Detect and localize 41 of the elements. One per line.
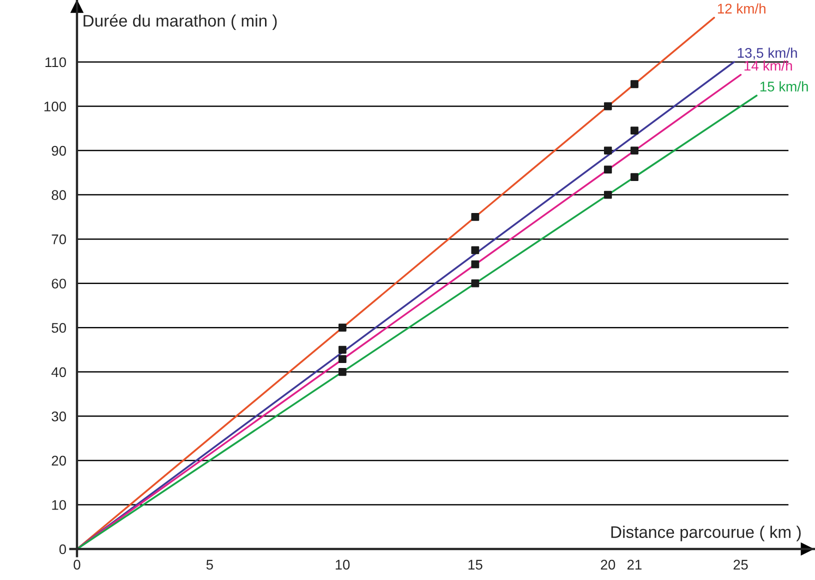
y-tick-label: 70 xyxy=(52,234,66,244)
series-label: 15 km/h xyxy=(760,81,808,92)
point xyxy=(471,260,480,268)
y-tick-label: 20 xyxy=(52,456,66,466)
x-tick-label: 25 xyxy=(734,560,748,570)
point xyxy=(471,279,480,288)
point xyxy=(604,166,612,174)
y-tick-label: 60 xyxy=(52,278,66,289)
series-label: 13,5 km/h xyxy=(738,48,797,60)
point xyxy=(471,212,480,221)
x-tick-label: 15 xyxy=(468,560,482,570)
series-label: 12 km/h xyxy=(718,3,766,14)
y-tick-label: 80 xyxy=(52,190,66,200)
point xyxy=(338,368,346,376)
x-tick-label: 20 xyxy=(600,560,616,570)
y-tick-label: 10 xyxy=(52,500,66,510)
x-axis-title: Distance parcourue ( km ) xyxy=(611,526,801,542)
point xyxy=(630,173,638,182)
y-tick-label: 0 xyxy=(59,544,66,554)
point xyxy=(471,246,480,254)
x-tick-label: 21 xyxy=(627,560,642,570)
point xyxy=(630,126,638,135)
y-tick-label: 100 xyxy=(44,102,66,112)
y-tick-label: 30 xyxy=(52,412,66,422)
y-tick-label: 40 xyxy=(51,367,66,378)
x-tick-label: 10 xyxy=(336,560,350,570)
x-tick-label: 5 xyxy=(206,560,214,570)
point xyxy=(604,146,612,154)
y-axis-title: Durée du marathon ( min ) xyxy=(84,14,277,30)
point xyxy=(630,146,638,154)
series-label: 14 km/h xyxy=(744,60,792,71)
y-tick-label: 90 xyxy=(52,146,66,156)
y-tick-label: 50 xyxy=(52,322,66,333)
point xyxy=(338,355,346,364)
point xyxy=(604,102,612,110)
point xyxy=(604,190,612,199)
point xyxy=(338,346,346,354)
point xyxy=(338,324,346,332)
y-tick-label: 110 xyxy=(45,57,66,68)
point xyxy=(630,80,638,88)
x-tick-label: 0 xyxy=(74,560,80,570)
